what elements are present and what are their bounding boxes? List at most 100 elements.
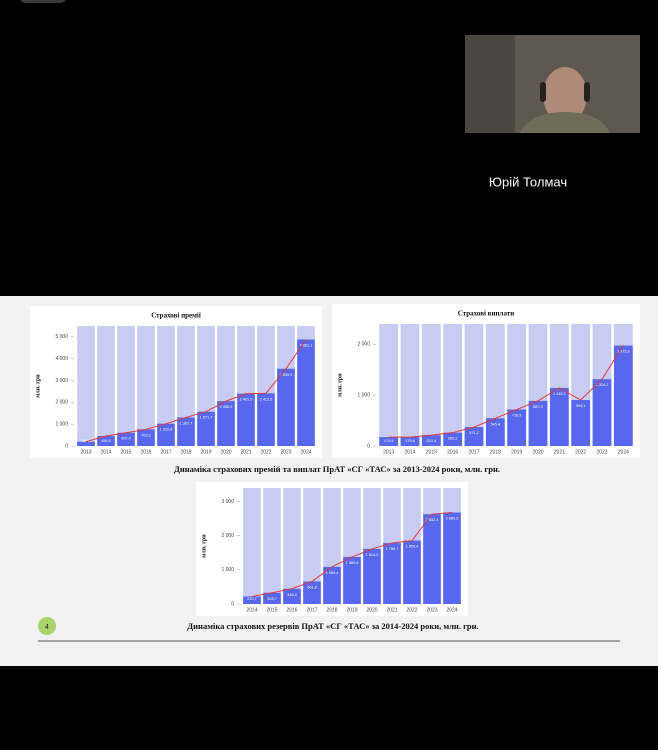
bar	[97, 436, 115, 446]
x-tick-label: 2014	[246, 607, 257, 613]
x-tick-label: 2020	[220, 449, 231, 455]
value-label: 4 881,1	[300, 344, 313, 348]
x-tick-label: 2017	[306, 607, 317, 613]
bar	[592, 379, 612, 446]
bar	[613, 345, 633, 446]
value-label: 1 614,2	[366, 553, 379, 557]
trend-line	[251, 512, 453, 597]
bar	[117, 432, 135, 446]
x-tick-label: 2017	[160, 449, 171, 455]
x-tick-label: 2016	[286, 607, 297, 613]
bar	[383, 543, 401, 604]
x-tick-label: 2021	[554, 449, 565, 455]
column-background	[263, 488, 281, 604]
bar	[323, 566, 341, 604]
bar	[77, 441, 95, 446]
y-tick-label: 5 000	[55, 334, 68, 340]
value-label: 1 307,7	[180, 421, 193, 425]
bar	[277, 368, 295, 446]
x-tick-label: 2020	[532, 449, 543, 455]
value-label: 174,9	[384, 439, 394, 443]
x-tick-label: 2020	[366, 607, 377, 613]
x-tick-label: 2019	[200, 449, 211, 455]
bar	[197, 411, 215, 446]
x-tick-label: 2024	[446, 607, 457, 613]
bar	[217, 401, 235, 446]
trend-line	[388, 345, 624, 438]
x-tick-label: 2014	[404, 449, 415, 455]
bar	[297, 339, 315, 446]
x-tick-label: 2013	[80, 449, 91, 455]
caption: Динаміка страхових премій та виплат ПрАТ…	[174, 464, 500, 474]
bar	[257, 393, 275, 446]
x-tick-label: 2015	[266, 607, 277, 613]
x-tick-label: 2016	[447, 449, 458, 455]
y-tick-label: 0	[231, 601, 234, 607]
participant-name: Юрій Толмач	[489, 174, 567, 189]
value-label: 2 412,6	[260, 397, 273, 401]
value-label: 2 056,5	[220, 405, 233, 409]
video-tile	[465, 35, 640, 133]
column-background	[77, 326, 95, 446]
value-label: 2 632,4	[426, 518, 439, 522]
value-label: 1 571,7	[200, 416, 213, 420]
value-label: 456,5	[101, 439, 111, 443]
x-tick-label: 2024	[618, 449, 629, 455]
value-label: 1 142,0	[553, 392, 566, 396]
chart-title: Страхові виплати	[458, 310, 514, 318]
bar	[403, 540, 421, 604]
caption: Динаміка страхових резервів ПрАТ «СГ «ТА…	[187, 621, 478, 631]
value-label: 175,6	[405, 439, 415, 443]
x-tick-label: 2023	[596, 449, 607, 455]
bar	[571, 400, 591, 446]
value-label: 716,9	[512, 414, 522, 418]
x-tick-label: 2021	[386, 607, 397, 613]
bar	[343, 556, 361, 604]
x-tick-label: 2019	[511, 449, 522, 455]
value-label: 371,2	[469, 431, 479, 435]
x-tick-label: 2017	[468, 449, 479, 455]
x-tick-label: 2018	[326, 607, 337, 613]
bar	[363, 548, 381, 604]
top-control[interactable]	[20, 0, 66, 3]
bar	[400, 437, 420, 446]
y-tick-label: 2 000	[357, 342, 370, 348]
column-background	[421, 324, 441, 446]
x-tick-label: 2015	[120, 449, 131, 455]
y-tick-label: 2 000	[55, 400, 68, 406]
x-tick-label: 2023	[280, 449, 291, 455]
value-label: 1 314,2	[596, 383, 609, 387]
y-axis-label: млн. грн	[337, 373, 343, 397]
value-label: 3 539,9	[280, 373, 293, 377]
bar	[464, 427, 484, 446]
value-label: 763,2	[141, 433, 151, 437]
bar	[507, 409, 527, 446]
column-background	[464, 324, 484, 446]
value-label: 2 680,5	[446, 517, 459, 521]
y-tick-label: 0	[367, 443, 370, 449]
x-tick-label: 2013	[383, 449, 394, 455]
column-background	[303, 488, 321, 604]
bar	[549, 387, 569, 446]
x-tick-label: 2022	[575, 449, 586, 455]
x-tick-label: 2023	[426, 607, 437, 613]
bar	[263, 592, 281, 604]
value-label: 328,7	[267, 597, 277, 601]
y-axis-label: млн. грн	[35, 374, 41, 398]
value-label: 220,7	[247, 597, 257, 601]
trend-line	[85, 339, 307, 443]
value-label: 661,8	[307, 585, 317, 589]
bar	[421, 435, 441, 446]
column-background	[243, 488, 261, 604]
bar	[443, 432, 463, 446]
value-label: 545,4	[491, 422, 501, 426]
bar	[303, 581, 321, 604]
value-label: 887,3	[533, 405, 543, 409]
page-badge	[38, 617, 56, 635]
y-tick-label: 1 000	[221, 567, 234, 573]
x-tick-label: 2021	[240, 449, 251, 455]
value-label: 196,3	[81, 439, 91, 443]
bar	[137, 429, 155, 446]
column-background	[97, 326, 115, 446]
